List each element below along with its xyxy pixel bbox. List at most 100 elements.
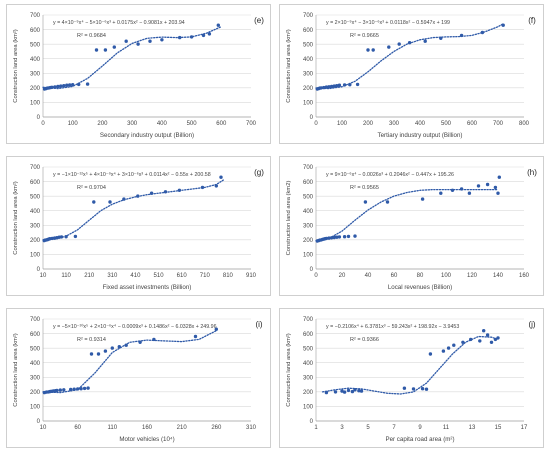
data-point — [189, 35, 194, 39]
y-tick-label: 500 — [30, 194, 41, 200]
y-tick-label: 100 — [30, 405, 41, 411]
x-tick-label: 400 — [415, 121, 426, 127]
x-tick-label: 60 — [74, 425, 81, 431]
data-point — [402, 386, 407, 390]
data-point — [493, 185, 498, 190]
y-tick-label: 600 — [303, 28, 314, 34]
data-point — [324, 85, 329, 89]
y-tick-label: 100 — [30, 101, 41, 107]
data-point — [469, 337, 473, 342]
data-point — [480, 30, 485, 35]
x-tick-label: 120 — [467, 273, 478, 279]
data-point — [216, 23, 220, 27]
data-point — [160, 38, 164, 42]
equation-text: y = 9×10⁻⁶x⁴ − 0.0026x³ + 0.2046x² − 0.4… — [326, 172, 454, 178]
data-point — [371, 48, 375, 52]
data-point — [342, 390, 347, 394]
data-point — [103, 48, 108, 52]
equation-text: y = 2×10⁻⁹x⁴ − 3×10⁻⁶x³ + 0.0118x² − 0.5… — [326, 20, 450, 26]
data-point — [441, 349, 446, 353]
equation-text: y = 4×10⁻⁹x⁴ − 5×10⁻⁶x³ + 0.0175x² − 0.9… — [53, 20, 185, 26]
data-point — [385, 200, 390, 204]
data-point — [342, 83, 347, 87]
data-point — [363, 200, 368, 204]
x-tick-label: 1 — [314, 425, 318, 431]
data-point — [459, 33, 464, 38]
data-point — [108, 200, 112, 204]
data-point — [407, 41, 412, 45]
x-tick-label: 100 — [337, 121, 348, 127]
data-point — [112, 45, 117, 49]
y-tick-label: 200 — [30, 238, 41, 244]
data-point — [152, 337, 156, 342]
r-squared-text: R² = 0.9704 — [77, 185, 106, 191]
data-point — [324, 236, 329, 241]
x-tick-label: 700 — [246, 121, 257, 127]
data-point — [124, 343, 128, 347]
x-tick-label: 17 — [521, 425, 528, 431]
data-point — [53, 85, 57, 89]
y-tick-label: 200 — [30, 390, 41, 396]
panel-label: (f) — [528, 16, 536, 25]
y-tick-label: 500 — [303, 42, 314, 48]
data-point — [319, 86, 323, 90]
data-point — [103, 349, 108, 353]
y-tick-label: 400 — [303, 57, 314, 63]
data-point — [346, 388, 351, 393]
trend-line — [315, 188, 499, 242]
x-tick-label: 310 — [107, 273, 118, 279]
x-tick-label: 0 — [314, 121, 318, 127]
data-point — [332, 84, 336, 88]
data-point — [337, 235, 342, 239]
data-point — [482, 329, 486, 333]
x-tick-label: 500 — [187, 121, 198, 127]
x-tick-label: 810 — [223, 273, 234, 279]
y-tick-label: 200 — [30, 86, 41, 92]
data-point — [65, 83, 69, 87]
y-tick-label: 100 — [303, 253, 314, 259]
data-point — [476, 184, 481, 188]
data-point — [69, 387, 73, 392]
y-tick-label: 400 — [30, 361, 41, 367]
data-point — [55, 388, 59, 393]
data-point — [485, 333, 490, 337]
trend-line — [42, 179, 224, 241]
y-tick-label: 700 — [30, 317, 41, 323]
x-tick-label: 40 — [365, 273, 372, 279]
data-point — [478, 339, 482, 343]
chart-e: 0 100 200 300 400 500 600 700 0 100 200 300 400 500 60… — [13, 13, 264, 139]
r-squared-text: R² = 0.9665 — [350, 33, 379, 39]
y-tick-label: 700 — [303, 13, 314, 19]
data-point — [138, 340, 142, 344]
data-point — [94, 48, 99, 52]
y-tick-label: 0 — [37, 419, 41, 425]
panel-label: (i) — [255, 320, 262, 329]
data-point — [71, 83, 75, 87]
data-point — [346, 234, 351, 239]
x-axis-title: Secondary industry output (Billion) — [100, 132, 194, 139]
y-tick-label: 300 — [30, 71, 41, 77]
data-point — [50, 85, 54, 90]
r-squared-text: R² = 0.9565 — [350, 185, 379, 191]
y-axis-title: Construction land area (km²) — [13, 29, 19, 103]
data-point — [214, 184, 218, 188]
r-squared-text: R² = 0.9684 — [77, 33, 106, 39]
data-point — [450, 188, 455, 192]
y-tick-label: 600 — [303, 332, 314, 338]
x-tick-label: 700 — [493, 121, 504, 127]
x-tick-label: 160 — [142, 425, 153, 431]
x-tick-label: 100 — [68, 121, 79, 127]
y-tick-label: 400 — [303, 209, 314, 215]
data-point — [177, 188, 182, 192]
data-point — [446, 346, 451, 350]
x-tick-label: 710 — [200, 273, 211, 279]
data-point — [496, 336, 500, 340]
y-tick-label: 100 — [30, 253, 41, 259]
trend-line — [315, 23, 504, 90]
x-tick-label: 80 — [417, 273, 424, 279]
data-point — [136, 194, 140, 198]
x-tick-label: 600 — [467, 121, 478, 127]
data-point — [62, 84, 66, 88]
